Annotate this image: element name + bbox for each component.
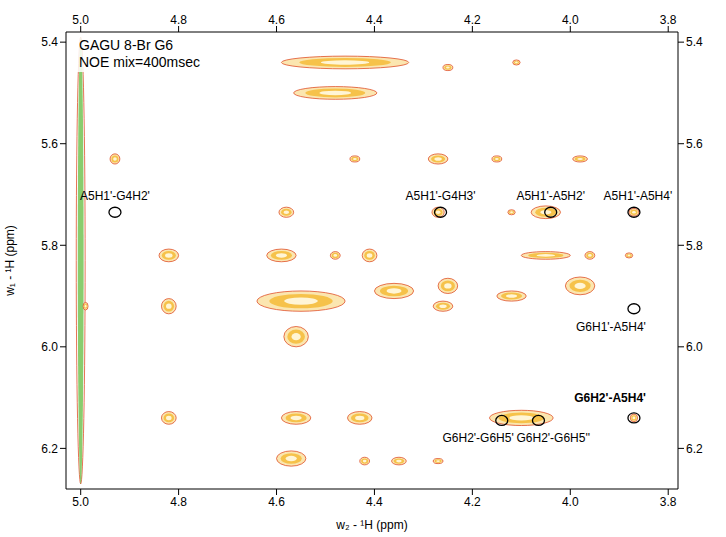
svg-text:3.8: 3.8	[660, 13, 677, 27]
svg-text:A5H1'-A5H2': A5H1'-A5H2'	[516, 189, 585, 203]
svg-text:4.2: 4.2	[464, 13, 481, 27]
svg-text:4.0: 4.0	[562, 495, 579, 509]
svg-text:A5H1'-G4H2': A5H1'-G4H2'	[80, 189, 150, 203]
svg-text:4.6: 4.6	[268, 495, 285, 509]
svg-text:4.2: 4.2	[464, 495, 481, 509]
svg-text:5.8: 5.8	[41, 239, 58, 253]
svg-text:w₁ - ¹H (ppm): w₁ - ¹H (ppm)	[3, 225, 17, 297]
svg-text:G6H2'-A5H4': G6H2'-A5H4'	[574, 391, 646, 405]
svg-text:G6H2'-G6H5'': G6H2'-G6H5''	[516, 431, 590, 445]
svg-text:3.8: 3.8	[660, 495, 677, 509]
svg-text:A5H1'-A5H4': A5H1'-A5H4'	[604, 189, 673, 203]
svg-text:4.0: 4.0	[562, 13, 579, 27]
svg-text:5.4: 5.4	[41, 35, 58, 49]
html-text:GAGU 8-Br G6: GAGU 8-Br G6	[79, 37, 174, 53]
svg-text:6.2: 6.2	[41, 442, 58, 456]
svg-text:A5H1'-G4H3': A5H1'-G4H3'	[406, 189, 476, 203]
svg-text:4.8: 4.8	[170, 495, 187, 509]
svg-text:G6H2'-G6H5': G6H2'-G6H5'	[442, 431, 513, 445]
svg-text:5.0: 5.0	[72, 495, 89, 509]
svg-text:5.8: 5.8	[686, 239, 703, 253]
svg-text:4.8: 4.8	[170, 13, 187, 27]
svg-text:5.4: 5.4	[686, 35, 703, 49]
svg-text:4.6: 4.6	[268, 13, 285, 27]
svg-text:6.0: 6.0	[686, 340, 703, 354]
svg-text:5.0: 5.0	[72, 13, 89, 27]
html-text:NOE mix=400msec: NOE mix=400msec	[79, 54, 200, 70]
svg-text:w₂ - ¹H (ppm): w₂ - ¹H (ppm)	[335, 518, 407, 532]
svg-text:4.4: 4.4	[366, 495, 383, 509]
svg-text:5.6: 5.6	[41, 137, 58, 151]
svg-text:6.2: 6.2	[686, 442, 703, 456]
svg-text:6.0: 6.0	[41, 340, 58, 354]
svg-text:G6H1'-A5H4': G6H1'-A5H4'	[576, 320, 646, 334]
svg-text:4.4: 4.4	[366, 13, 383, 27]
svg-text:5.6: 5.6	[686, 137, 703, 151]
